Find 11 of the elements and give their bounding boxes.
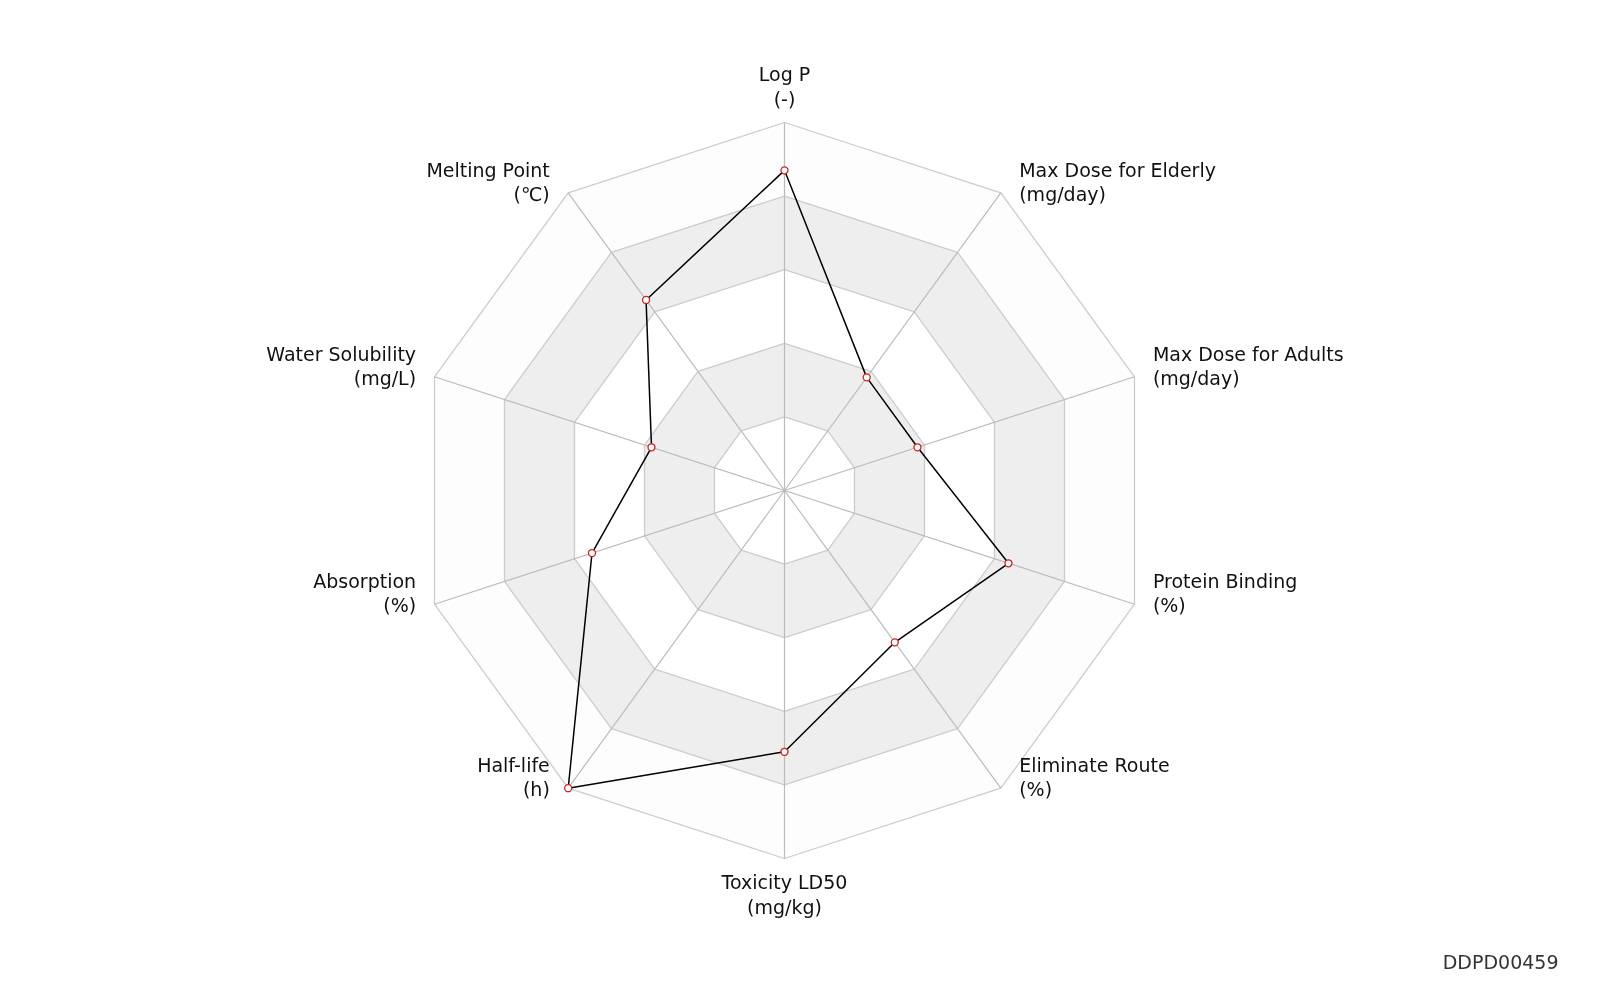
spoke-label: Eliminate Route (%) (1019, 754, 1170, 801)
spoke-label: Water Solubility (mg/L) (266, 342, 417, 389)
spoke-label: Half-life (h) (477, 754, 550, 801)
spoke-label: Max Dose for Adults (mg/day) (1152, 342, 1344, 389)
text: DDPD00459 (1442, 950, 1559, 973)
spoke-label: Max Dose for Elderly (mg/day) (1019, 158, 1216, 205)
spoke-label: Toxicity LD50 (mg/kg) (720, 871, 848, 918)
spoke-label: Melting Point (℃) (426, 158, 550, 205)
spoke-label: Absorption (%) (313, 570, 417, 617)
spoke-label: Protein Binding (%) (1152, 570, 1298, 617)
spoke-label: Log P (-) (758, 63, 811, 110)
